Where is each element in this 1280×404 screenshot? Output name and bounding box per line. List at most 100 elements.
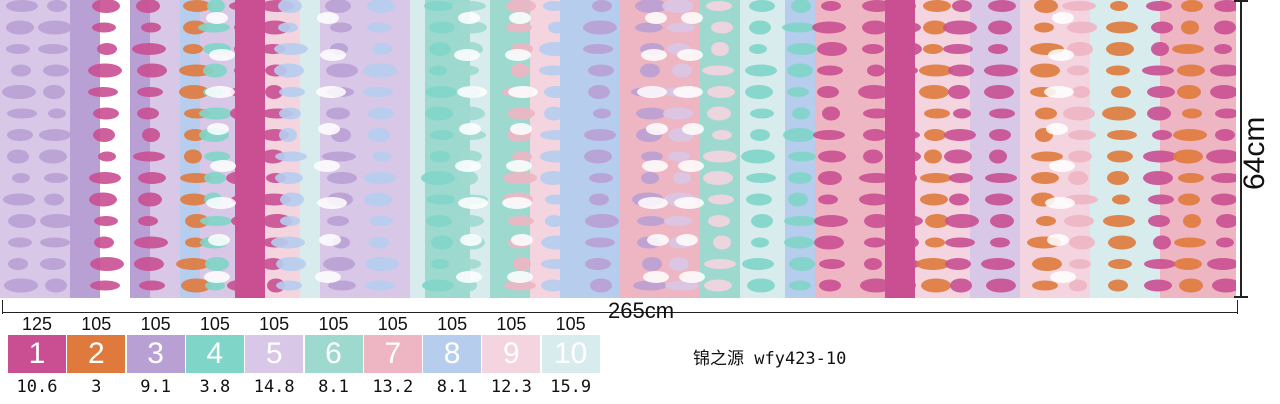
pattern-highlight [319, 234, 341, 246]
pattern-stroke [889, 215, 923, 227]
pattern-highlight [1046, 123, 1068, 135]
pattern-stroke [949, 173, 973, 183]
pattern-stroke [745, 85, 773, 99]
pattern-stroke [540, 130, 574, 140]
pattern-stroke [372, 43, 392, 55]
pattern-stroke [1181, 0, 1203, 12]
palette-swatch: 7 [363, 335, 422, 373]
palette-top-value: 105 [199, 314, 230, 334]
pattern-stroke [984, 64, 1018, 77]
pattern-stroke [43, 85, 65, 99]
height-ruler-line [1240, 0, 1242, 298]
pattern-stroke [8, 214, 36, 228]
palette-top-value: 105 [259, 314, 290, 334]
pattern-stroke [665, 280, 699, 291]
pattern-stroke [1214, 44, 1232, 54]
pattern-highlight [314, 160, 340, 172]
pattern-stroke [787, 43, 817, 55]
pattern-stroke [184, 149, 202, 164]
pattern-stroke [1067, 42, 1093, 56]
pattern-stroke [265, 85, 283, 99]
pattern-stroke [892, 86, 914, 98]
pattern-highlight [647, 234, 669, 246]
pattern-stroke [90, 280, 120, 291]
pattern-stroke [592, 0, 612, 12]
pattern-stroke [916, 258, 950, 270]
pattern-stroke [669, 257, 689, 271]
pattern-stroke [44, 173, 68, 183]
pattern-stroke [859, 173, 893, 183]
pattern-stroke [545, 194, 567, 205]
pattern-highlight [206, 12, 228, 24]
pattern-stroke [185, 237, 205, 248]
pattern-stroke [672, 63, 692, 78]
pattern-stroke [368, 107, 394, 120]
pattern-stroke [1069, 259, 1091, 269]
pattern-stroke [276, 257, 306, 271]
pattern-stroke [894, 279, 916, 292]
pattern-stroke [421, 171, 455, 185]
palette-index: 7 [384, 337, 402, 370]
pattern-stroke [948, 64, 974, 77]
pattern-stroke [712, 130, 732, 140]
pattern-stroke [641, 172, 659, 184]
pattern-stroke [751, 237, 769, 248]
pattern-stroke [583, 20, 617, 35]
palette-index: 5 [265, 337, 283, 370]
pattern-highlight [455, 160, 481, 172]
palette-swatch: 1 [8, 335, 66, 373]
pattern-stroke [1173, 129, 1207, 141]
pattern-stroke [365, 280, 395, 291]
pattern-stroke [141, 22, 161, 33]
pattern-stroke [541, 279, 565, 292]
pattern-stroke [6, 44, 30, 54]
pattern-stroke [230, 86, 262, 98]
pattern-stroke [943, 44, 973, 54]
pattern-stroke [635, 22, 663, 33]
pattern-stroke [275, 172, 303, 184]
palette-bottom-value: 14.8 [253, 377, 295, 397]
pattern-stroke [137, 107, 159, 120]
pattern-stroke [503, 172, 537, 184]
pattern-stroke [702, 65, 734, 76]
pattern-stroke [789, 280, 811, 291]
pattern-stroke [548, 21, 566, 34]
pattern-stroke [747, 278, 775, 293]
pattern-stroke [860, 278, 892, 293]
pattern-stroke [39, 149, 67, 164]
pattern-stroke [1178, 193, 1200, 206]
pattern-stroke [593, 108, 611, 119]
pattern-stroke [2, 85, 36, 99]
pattern-stroke [713, 235, 731, 250]
pattern-stroke [507, 107, 535, 120]
pattern-highlight [205, 86, 235, 98]
pattern-stroke [203, 63, 227, 78]
pattern-stroke [818, 150, 846, 163]
pattern-stroke [199, 107, 233, 120]
pattern-band [560, 0, 620, 298]
pattern-stroke [789, 257, 815, 271]
pattern-stroke [44, 193, 64, 206]
pattern-stroke [322, 151, 356, 162]
pattern-highlight [673, 86, 703, 98]
pattern-stroke [134, 257, 164, 271]
pattern-highlight [1044, 86, 1074, 98]
palette-index: 9 [503, 337, 520, 370]
pattern-stroke [953, 108, 971, 119]
pattern-highlight [502, 197, 532, 209]
pattern-stroke [741, 149, 775, 164]
pattern-stroke [751, 214, 773, 228]
pattern-stroke [205, 257, 229, 271]
pattern-stroke [750, 108, 774, 119]
pattern-stroke [207, 0, 225, 13]
pattern-stroke [948, 85, 970, 99]
pattern-stroke [430, 130, 454, 140]
pattern-stroke [512, 151, 532, 162]
pattern-stroke [541, 235, 573, 250]
pattern-stroke [365, 257, 399, 271]
pattern-highlight [317, 12, 339, 24]
pattern-highlight [209, 49, 235, 61]
pattern-stroke [742, 258, 774, 270]
pattern-stroke [1032, 280, 1058, 291]
pattern-stroke [1214, 20, 1236, 35]
